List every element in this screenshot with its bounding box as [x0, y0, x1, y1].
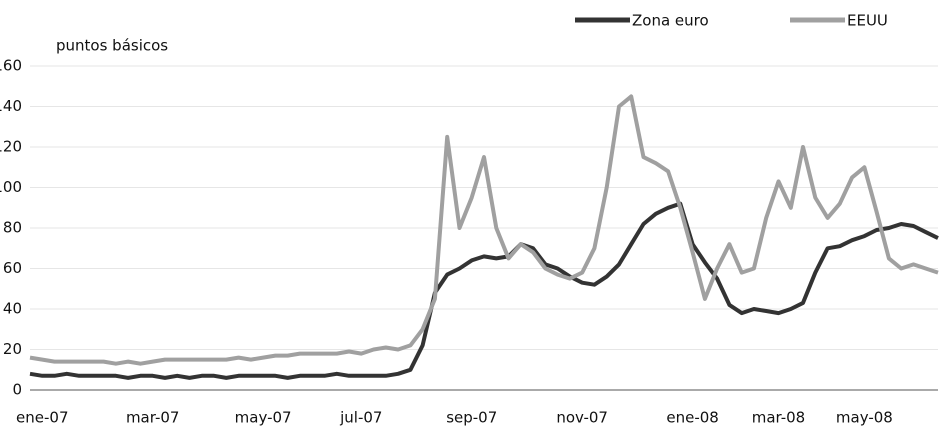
- y-tick-label: 140: [0, 97, 22, 115]
- x-tick-label: sep-07: [446, 409, 497, 427]
- x-tick-label: jul-07: [339, 409, 382, 427]
- y-tick-label: 20: [3, 340, 22, 358]
- x-tick-label: mar-08: [752, 409, 806, 427]
- legend-label: Zona euro: [632, 12, 709, 30]
- y-tick-label: 0: [12, 381, 22, 399]
- y-tick-label: 160: [0, 57, 22, 75]
- x-tick-label: mar-07: [126, 409, 180, 427]
- x-tick-label: may-08: [836, 409, 893, 427]
- y-axis-label: puntos básicos: [56, 37, 168, 55]
- series-line: [29, 94, 939, 366]
- x-tick-label: ene-08: [666, 409, 718, 427]
- y-tick-label: 120: [0, 138, 22, 156]
- x-tick-label: nov-07: [556, 409, 608, 427]
- legend-label: EEUU: [847, 12, 888, 30]
- y-tick-label: 60: [3, 259, 22, 277]
- x-tick-label: ene-07: [16, 409, 68, 427]
- y-tick-label: 40: [3, 300, 22, 318]
- x-tick-label: may-07: [235, 409, 292, 427]
- y-tick-label: 100: [0, 178, 22, 196]
- y-tick-label: 80: [3, 219, 22, 237]
- series-line: [29, 201, 939, 380]
